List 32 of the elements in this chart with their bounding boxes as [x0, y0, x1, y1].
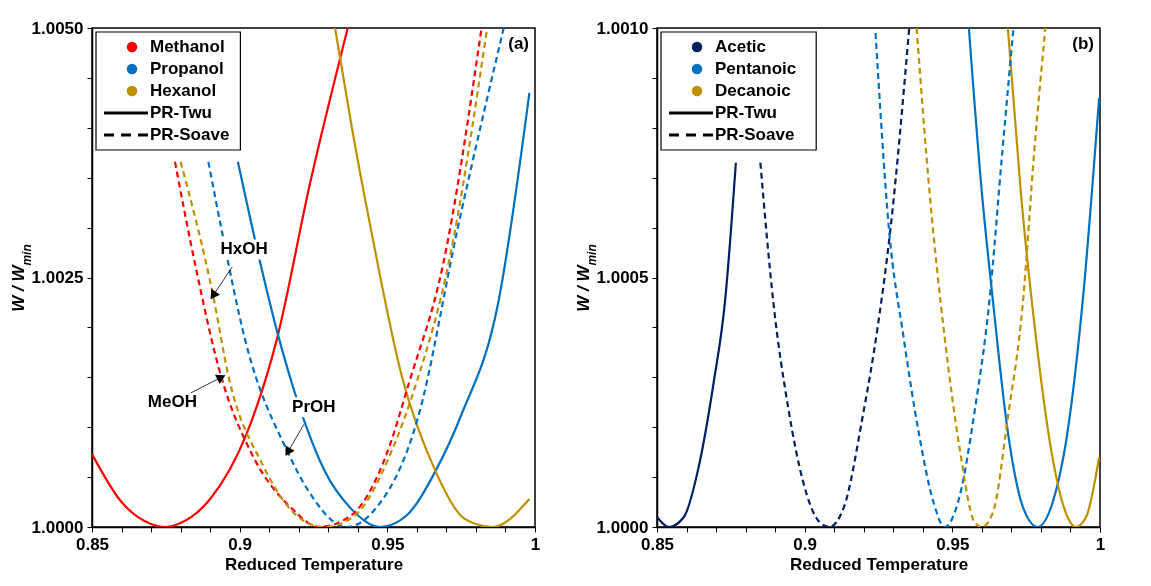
- x-tick-label: 0.95: [371, 534, 405, 554]
- x-tick-label: 1: [1095, 534, 1106, 554]
- annotation: (a): [508, 34, 529, 53]
- y-tick-label: 1.0000: [596, 517, 649, 537]
- legend-label: Decanoic: [715, 81, 791, 100]
- legend-label: Methanol: [150, 37, 225, 56]
- legend-label: PR-Twu: [150, 103, 213, 122]
- x-tick-label: 1: [530, 534, 541, 554]
- y-tick-label: 1.0000: [31, 517, 84, 537]
- annotation: PrOH: [292, 397, 336, 417]
- x-axis-title: Reduced Temperature: [789, 554, 969, 574]
- line-series: [657, 161, 737, 527]
- legend-label: Acetic: [715, 37, 767, 56]
- legend-label: Propanol: [150, 59, 224, 78]
- legend-label: PR-Soave: [715, 125, 795, 144]
- x-tick-label: 0.9: [793, 534, 817, 554]
- y-tick-label: 1.0050: [31, 18, 84, 38]
- x-tick-label: 0.95: [936, 534, 970, 554]
- y-tick-label: 1.0005: [596, 268, 649, 287]
- x-axis-title: Reduced Temperature: [224, 554, 404, 574]
- annotation: HxOH: [220, 239, 268, 259]
- x-tick-label: 0.9: [228, 534, 252, 554]
- legend-label: PR-Twu: [715, 103, 778, 122]
- legend-label: Pentanoic: [715, 59, 797, 78]
- legend-label: PR-Soave: [150, 125, 230, 144]
- y-tick-label: 1.0010: [596, 18, 649, 38]
- legend-label: Hexanol: [150, 81, 217, 100]
- x-tick-label: 0.85: [75, 534, 110, 554]
- y-tick-label: 1.0025: [31, 268, 84, 287]
- x-tick-label: 0.85: [640, 534, 675, 554]
- annotation: MeOH: [147, 392, 197, 412]
- annotation: (b): [1072, 34, 1094, 53]
